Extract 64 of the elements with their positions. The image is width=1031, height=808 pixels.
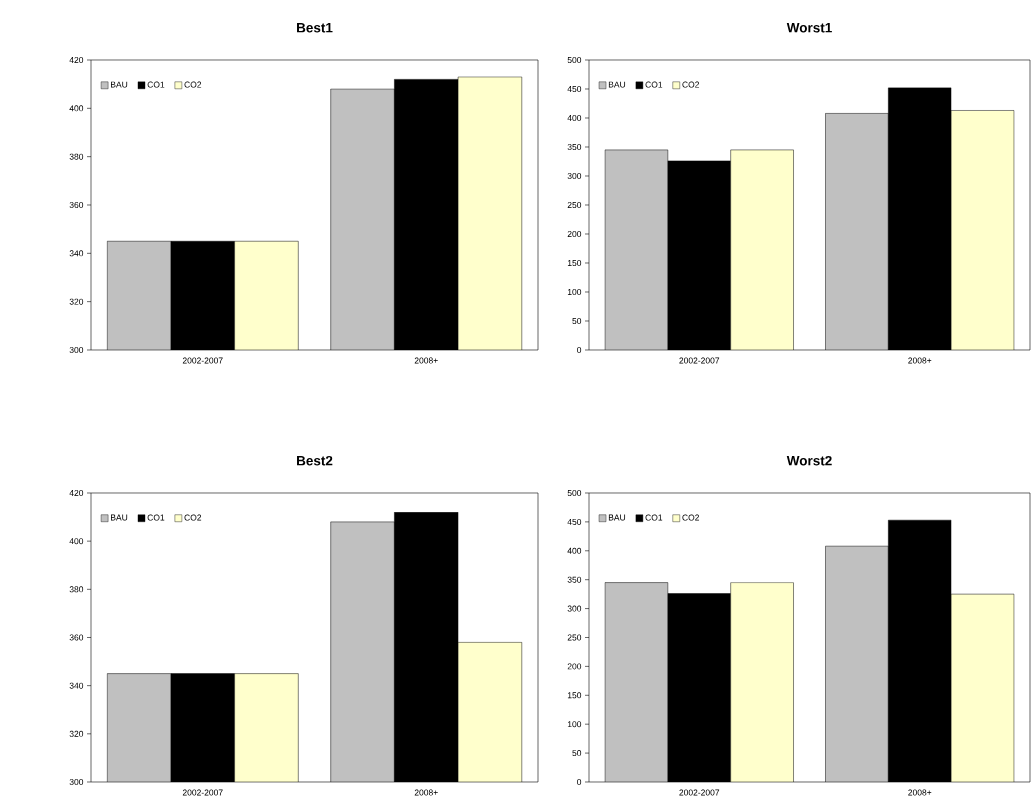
chart-title: Best1	[297, 23, 333, 33]
y-tick-label: 250	[567, 634, 582, 641]
y-tick-label: 380	[69, 153, 84, 160]
y-tick-label: 150	[567, 259, 582, 266]
legend-label: CO1	[147, 514, 165, 521]
legend-label: BAU	[608, 81, 626, 88]
legend-label: BAU	[608, 514, 626, 521]
y-tick-label: 360	[69, 201, 84, 208]
x-tick-label: 2002-2007	[679, 789, 720, 796]
bar	[730, 149, 794, 350]
y-tick-label: 350	[567, 576, 582, 583]
legend-label: CO2	[682, 514, 700, 521]
y-tick-label: 500	[567, 489, 582, 496]
x-tick-label: 2002-2007	[679, 357, 720, 364]
y-tick-label: 0	[577, 346, 582, 353]
legend-label: CO2	[184, 81, 202, 88]
y-tick-label: 50	[572, 317, 582, 324]
x-tick-label: 2008+	[414, 789, 438, 796]
y-tick-label: 50	[572, 750, 582, 757]
y-tick-label: 400	[567, 114, 582, 121]
chart-title: Best2	[297, 455, 333, 466]
y-tick-label: 150	[567, 692, 582, 699]
legend-label: CO2	[682, 81, 700, 88]
x-tick-label: 2008+	[908, 357, 932, 364]
y-tick-label: 400	[69, 538, 84, 545]
legend-label: CO1	[645, 514, 663, 521]
y-tick-label: 420	[69, 56, 84, 63]
y-tick-label: 400	[567, 547, 582, 554]
legend-label: CO1	[645, 81, 663, 88]
y-tick-label: 200	[567, 230, 582, 237]
y-tick-label: 450	[567, 85, 582, 92]
legend-label: BAU	[111, 81, 128, 88]
bar	[825, 545, 889, 782]
y-tick-label: 380	[69, 586, 84, 593]
y-tick-label: 450	[567, 518, 582, 525]
y-tick-label: 100	[567, 721, 582, 728]
chart-title: Worst2	[786, 455, 832, 466]
y-tick-label: 300	[567, 605, 582, 612]
y-tick-label: 500	[567, 56, 582, 63]
y-tick-label: 360	[69, 634, 84, 641]
y-tick-label: 400	[69, 105, 84, 112]
bar	[950, 110, 1015, 350]
y-tick-label: 300	[69, 778, 84, 785]
y-tick-label: 100	[567, 288, 582, 295]
y-tick-label: 420	[69, 489, 84, 496]
y-tick-label: 250	[567, 201, 582, 208]
x-tick-label: 2008+	[414, 357, 438, 364]
y-tick-label: 300	[567, 172, 582, 179]
y-tick-label: 0	[577, 778, 582, 785]
y-tick-label: 340	[69, 250, 84, 257]
legend-label: CO2	[184, 514, 202, 521]
y-tick-label: 320	[69, 298, 84, 305]
y-tick-label: 340	[69, 682, 84, 689]
bar	[604, 582, 669, 782]
x-tick-label: 2002-2007	[182, 357, 223, 364]
y-tick-label: 200	[567, 663, 582, 670]
x-tick-label: 2008+	[908, 789, 932, 796]
chart-title: Worst1	[786, 23, 832, 33]
legend-label: BAU	[111, 514, 128, 521]
y-tick-label: 350	[567, 143, 582, 150]
legend-label: CO1	[147, 81, 165, 88]
y-tick-label: 320	[69, 730, 84, 737]
x-tick-label: 2002-2007	[182, 789, 223, 796]
y-tick-label: 300	[69, 346, 84, 353]
